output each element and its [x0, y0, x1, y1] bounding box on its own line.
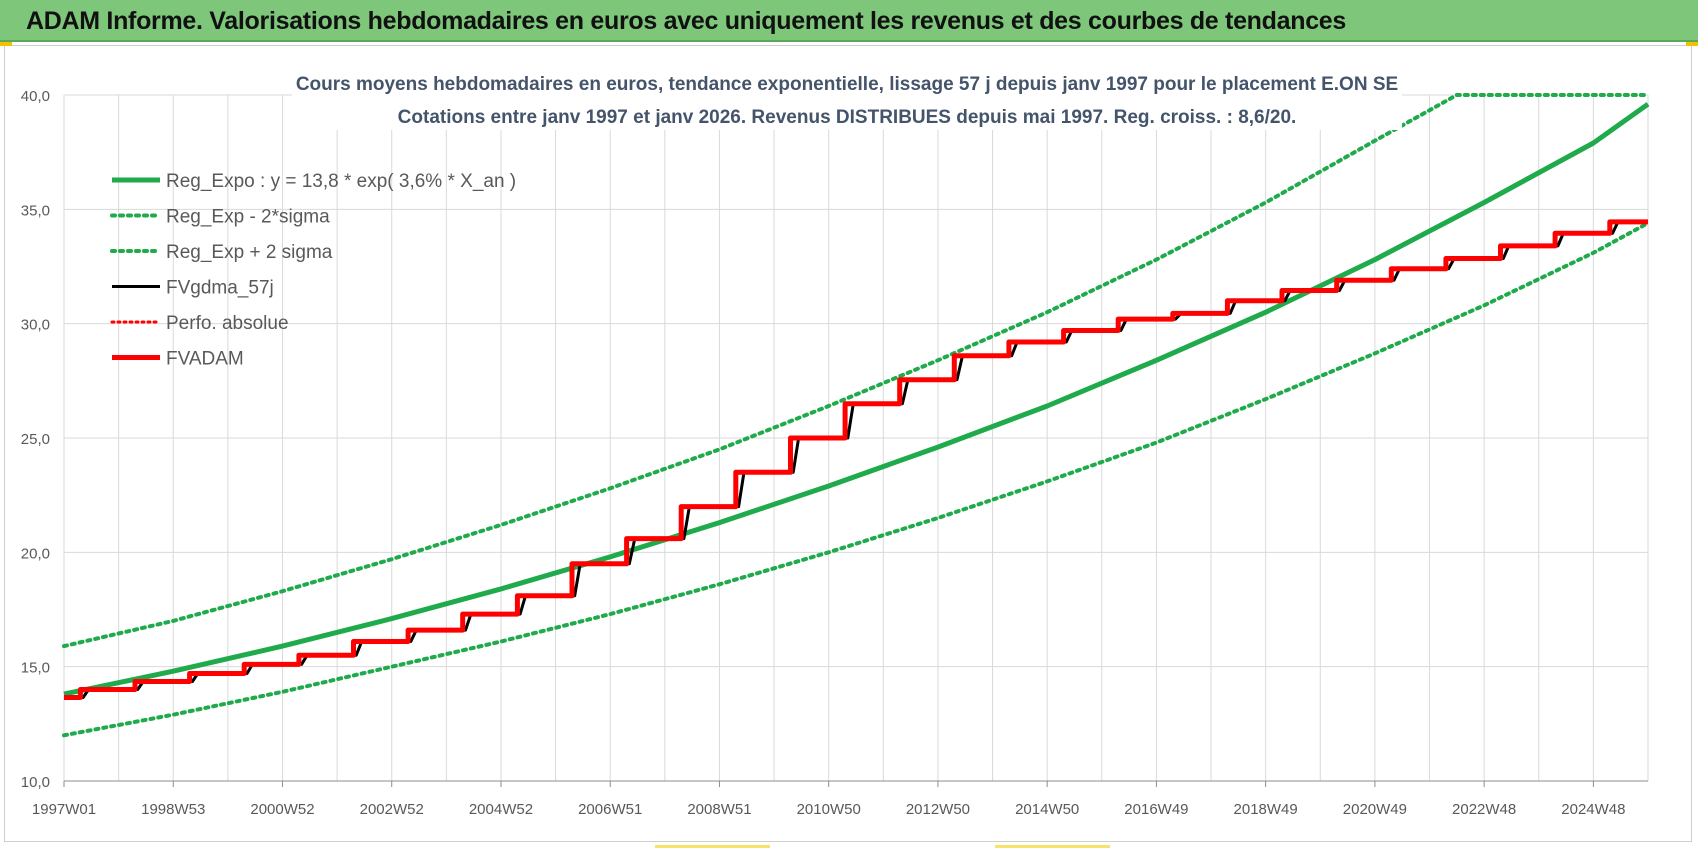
series-line-0: [63, 102, 1650, 697]
legend-label: Perfo. absolue: [166, 313, 289, 334]
x-tick-label: 2002W52: [360, 801, 424, 818]
x-tick-label: 1998W53: [141, 801, 205, 818]
x-tick-label: 2012W50: [906, 801, 970, 818]
legend: Reg_Expo : y = 13,8 * exp( 3,6% * X_an )…: [110, 171, 516, 370]
series-line-3: [64, 220, 1648, 699]
x-axis-ticks: 1997W01 1998W53 2000W52 2002W52 2004W52 2006W…: [32, 780, 1648, 818]
chart-frame: [4, 45, 1692, 842]
x-tick-label: 2004W52: [469, 801, 533, 818]
x-tick-label: 2008W51: [687, 801, 751, 818]
legend-label: FVgdma_57j: [166, 278, 274, 299]
y-tick-label: 15,0: [21, 660, 50, 677]
grid: [63, 94, 1649, 782]
y-tick-label: 30,0: [21, 317, 50, 334]
legend-label: Reg_Expo : y = 13,8 * exp( 3,6% * X_an ): [166, 171, 516, 192]
bottom-marker-left: [655, 845, 770, 848]
y-axis-ticks: 10,0 15,0 20,0 25,0 30,0 35,0 40,0: [21, 88, 50, 791]
corner-marker-left: [0, 42, 12, 46]
legend-label: Reg_Exp - 2*sigma: [166, 207, 330, 228]
legend-label: FVADAM: [166, 349, 244, 370]
series-line-1: [62, 221, 1650, 738]
page-title: ADAM Informe. Valorisations hebdomadaire…: [26, 7, 1347, 35]
chart-title-line1: Cours moyens hebdomadaires en euros, ten…: [296, 74, 1398, 95]
x-tick-label: 2024W48: [1561, 801, 1625, 818]
series-line-2: [62, 93, 1650, 649]
x-tick-label: 2018W49: [1234, 801, 1298, 818]
series-line-5: [64, 219, 1648, 700]
x-tick-label: 2000W52: [250, 801, 314, 818]
x-tick-label: 2014W50: [1015, 801, 1079, 818]
y-tick-label: 20,0: [21, 545, 50, 562]
y-tick-label: 35,0: [21, 202, 50, 219]
title-background: [292, 68, 1402, 130]
y-tick-label: 40,0: [21, 88, 50, 105]
x-tick-label: 2016W49: [1124, 801, 1188, 818]
x-tick-label: 2020W49: [1343, 801, 1407, 818]
series-group: [62, 93, 1650, 738]
x-tick-label: 2010W50: [797, 801, 861, 818]
header-bar: ADAM Informe. Valorisations hebdomadaire…: [0, 0, 1698, 42]
x-tick-label: 1997W01: [32, 801, 96, 818]
corner-marker-right: [1686, 42, 1698, 46]
x-tick-label: 2022W48: [1452, 801, 1516, 818]
bottom-marker-right: [995, 845, 1110, 848]
chart-title-line2: Cotations entre janv 1997 et janv 2026. …: [398, 107, 1297, 128]
x-tick-label: 2006W51: [578, 801, 642, 818]
legend-label: Reg_Exp + 2 sigma: [166, 242, 333, 263]
y-tick-label: 25,0: [21, 431, 50, 448]
y-tick-label: 10,0: [21, 774, 50, 791]
